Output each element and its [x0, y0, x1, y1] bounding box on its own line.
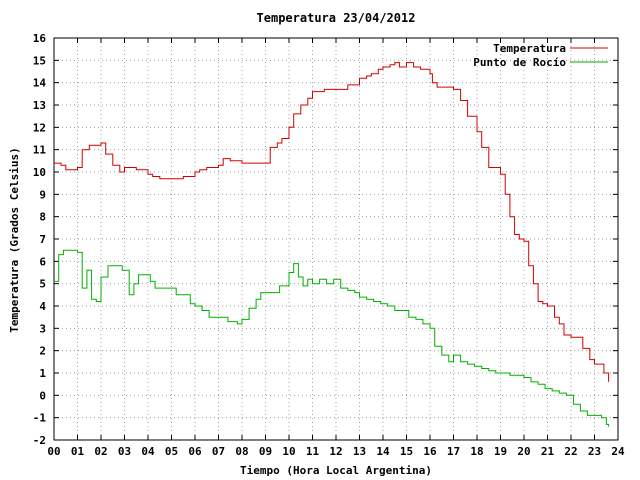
series-line-temperatura: [54, 62, 610, 382]
x-tick-label: 02: [94, 445, 107, 458]
x-tick-label: 10: [282, 445, 295, 458]
y-tick-label: 15: [33, 54, 46, 67]
x-tick-label: 05: [165, 445, 178, 458]
x-axis-ticks: 00 01 02 03 04 05 06 07 08 09 10 11 12 13 14 15 16 17 18 19…: [47, 38, 625, 458]
y-tick-label: -1: [33, 412, 47, 425]
x-tick-label: 00: [47, 445, 60, 458]
y-tick-label: 0: [39, 389, 46, 402]
y-tick-label: 10: [33, 166, 46, 179]
x-tick-label: 07: [212, 445, 225, 458]
x-tick-label: 17: [447, 445, 460, 458]
x-tick-label: 11: [306, 445, 320, 458]
x-tick-label: 01: [71, 445, 85, 458]
legend: Temperatura Punto de Rocío: [473, 42, 608, 69]
y-tick-label: 2: [39, 345, 46, 358]
y-tick-label: -2: [33, 434, 46, 447]
y-tick-label: 5: [39, 278, 46, 291]
x-tick-label: 14: [376, 445, 390, 458]
x-tick-label: 04: [141, 445, 155, 458]
x-tick-label: 24: [611, 445, 625, 458]
series-layer: [54, 62, 610, 427]
x-tick-label: 22: [564, 445, 577, 458]
y-tick-label: 13: [33, 99, 46, 112]
legend-label-punto-de-rocio: Punto de Rocío: [473, 56, 566, 69]
legend-label-temperatura: Temperatura: [493, 42, 566, 55]
x-tick-label: 16: [423, 445, 437, 458]
y-tick-label: 9: [39, 188, 46, 201]
y-tick-label: 16: [33, 32, 47, 45]
y-tick-label: 7: [39, 233, 46, 246]
x-tick-label: 15: [400, 445, 413, 458]
y-tick-label: 3: [39, 322, 46, 335]
y-tick-label: 1: [39, 367, 46, 380]
x-tick-label: 13: [353, 445, 366, 458]
y-tick-label: 8: [39, 211, 46, 224]
x-axis-label: Tiempo (Hora Local Argentina): [240, 464, 432, 477]
y-tick-label: 6: [39, 255, 46, 268]
x-tick-label: 03: [118, 445, 131, 458]
y-tick-label: 14: [33, 77, 47, 90]
y-tick-label: 4: [39, 300, 46, 313]
x-tick-label: 19: [494, 445, 507, 458]
chart-title: Temperatura 23/04/2012: [257, 11, 416, 25]
x-tick-label: 06: [188, 445, 202, 458]
x-tick-label: 21: [541, 445, 555, 458]
grid: [54, 38, 618, 440]
series-line-punto-de-rocio: [54, 249, 610, 427]
x-tick-label: 18: [470, 445, 483, 458]
y-axis-label: Temperatura (Grados Celsius): [8, 147, 21, 332]
x-tick-label: 12: [329, 445, 342, 458]
x-tick-label: 09: [259, 445, 272, 458]
x-tick-label: 20: [517, 445, 530, 458]
x-tick-label: 23: [588, 445, 601, 458]
y-tick-label: 11: [33, 144, 47, 157]
y-tick-label: 12: [33, 121, 46, 134]
x-tick-label: 08: [235, 445, 248, 458]
